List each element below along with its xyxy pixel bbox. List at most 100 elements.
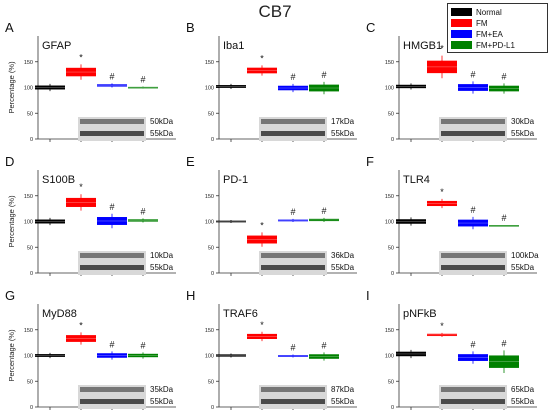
y-axis-label-g: Percentage (%) (7, 329, 16, 382)
significance-marker-b-1: * (260, 53, 264, 63)
blot-band-loading-i (441, 399, 505, 404)
blot-band-loading-a (80, 131, 144, 136)
y-tick-label-a: 0 (30, 137, 33, 143)
blot-label-loading-e: 55kDa (331, 263, 355, 272)
y-tick-label-h: 150 (205, 328, 214, 334)
panel-title-d: S100B (42, 174, 75, 186)
legend-swatch-normal (451, 8, 472, 16)
significance-marker-e-3: # (321, 206, 326, 216)
y-tick-label-h: 0 (211, 405, 214, 411)
y-tick-label-h: 100 (205, 354, 214, 360)
panel-letter-g: G (5, 288, 15, 303)
significance-marker-a-2: # (109, 71, 114, 81)
y-tick-label-a: 100 (24, 86, 33, 92)
significance-marker-f-1: * (440, 187, 444, 197)
legend-label-normal: Normal (476, 7, 502, 17)
significance-marker-e-2: # (290, 207, 295, 217)
blot-label-loading-h: 55kDa (331, 397, 355, 406)
panel-letter-f: F (366, 154, 374, 169)
blot-band-loading-b (261, 131, 325, 136)
legend-swatch-fm-pd-l1 (451, 41, 472, 49)
significance-marker-h-3: # (321, 340, 326, 350)
significance-marker-d-1: * (79, 182, 83, 192)
panel-letter-b: B (186, 20, 195, 35)
y-tick-label-g: 0 (30, 405, 33, 411)
y-tick-label-e: 50 (208, 245, 214, 251)
legend-item-fm-pd-l1: FM+PD-L1 (451, 40, 515, 50)
y-tick-label-e: 100 (205, 220, 214, 226)
y-tick-label-d: 0 (30, 271, 33, 277)
significance-marker-h-1: * (260, 320, 264, 330)
legend-swatch-fm (451, 19, 472, 27)
significance-marker-i-1: * (440, 321, 444, 331)
significance-marker-g-3: # (140, 340, 145, 350)
blot-label-loading-a: 55kDa (150, 129, 174, 138)
significance-marker-e-1: * (260, 220, 264, 230)
y-axis-label-a: Percentage (%) (7, 61, 16, 114)
significance-marker-i-3: # (501, 338, 506, 348)
blot-label-target-g: 35kDa (150, 385, 174, 394)
panel-title-b: Iba1 (223, 40, 244, 52)
significance-marker-d-3: # (140, 206, 145, 216)
y-tick-label-a: 150 (24, 60, 33, 66)
blot-band-target-i (441, 387, 505, 392)
panel-letter-h: H (186, 288, 195, 303)
significance-marker-g-2: # (109, 339, 114, 349)
y-tick-label-g: 100 (24, 354, 33, 360)
blot-band-loading-c (441, 131, 505, 136)
blot-band-target-d (80, 253, 144, 258)
significance-marker-g-1: * (79, 320, 83, 330)
y-tick-label-d: 50 (27, 245, 33, 251)
legend-item-fm-ea: FM+EA (451, 29, 503, 39)
significance-marker-h-2: # (290, 342, 295, 352)
blot-band-loading-e (261, 265, 325, 270)
panel-letter-d: D (5, 154, 14, 169)
blot-band-target-f (441, 253, 505, 258)
legend-label-fm-pd-l1: FM+PD-L1 (476, 40, 515, 50)
y-tick-label-b: 50 (208, 111, 214, 117)
significance-marker-a-3: # (140, 74, 145, 84)
blot-label-loading-g: 55kDa (150, 397, 174, 406)
significance-marker-d-2: # (109, 202, 114, 212)
blot-band-loading-g (80, 399, 144, 404)
significance-marker-f-3: # (501, 213, 506, 223)
y-tick-label-i: 100 (385, 354, 394, 360)
blot-label-target-d: 10kDa (150, 251, 174, 260)
blot-band-loading-f (441, 265, 505, 270)
y-axis-label-d: Percentage (%) (7, 195, 16, 248)
y-tick-label-a: 50 (27, 111, 33, 117)
blot-label-loading-d: 55kDa (150, 263, 174, 272)
y-tick-label-g: 50 (27, 379, 33, 385)
blot-label-target-a: 50kDa (150, 117, 174, 126)
blot-band-target-e (261, 253, 325, 258)
blot-band-target-c (441, 119, 505, 124)
y-tick-label-e: 150 (205, 194, 214, 200)
significance-marker-b-3: # (321, 70, 326, 80)
figure-title: CB7 (258, 2, 292, 21)
blot-band-target-b (261, 119, 325, 124)
y-tick-label-d: 150 (24, 194, 33, 200)
y-tick-label-e: 0 (211, 271, 214, 277)
blot-label-loading-b: 55kDa (331, 129, 355, 138)
significance-marker-c-3: # (501, 71, 506, 81)
blot-label-loading-f: 55kDa (511, 263, 535, 272)
y-tick-label-i: 50 (388, 379, 394, 385)
blot-band-target-a (80, 119, 144, 124)
blot-label-target-i: 65kDa (511, 385, 535, 394)
blot-label-target-h: 87kDa (331, 385, 355, 394)
legend-label-fm: FM (476, 18, 488, 28)
blot-label-loading-i: 55kDa (511, 397, 535, 406)
y-tick-label-b: 0 (211, 137, 214, 143)
significance-marker-b-2: # (290, 72, 295, 82)
y-tick-label-b: 150 (205, 60, 214, 66)
blot-label-target-f: 100kDa (511, 251, 539, 260)
legend-label-fm-ea: FM+EA (476, 29, 503, 39)
blot-label-loading-c: 55kDa (511, 129, 535, 138)
y-tick-label-c: 100 (385, 86, 394, 92)
blot-band-target-h (261, 387, 325, 392)
y-tick-label-d: 100 (24, 220, 33, 226)
panel-title-f: TLR4 (403, 174, 430, 186)
panel-letter-c: C (366, 20, 375, 35)
panel-letter-e: E (186, 154, 195, 169)
y-tick-label-h: 50 (208, 379, 214, 385)
